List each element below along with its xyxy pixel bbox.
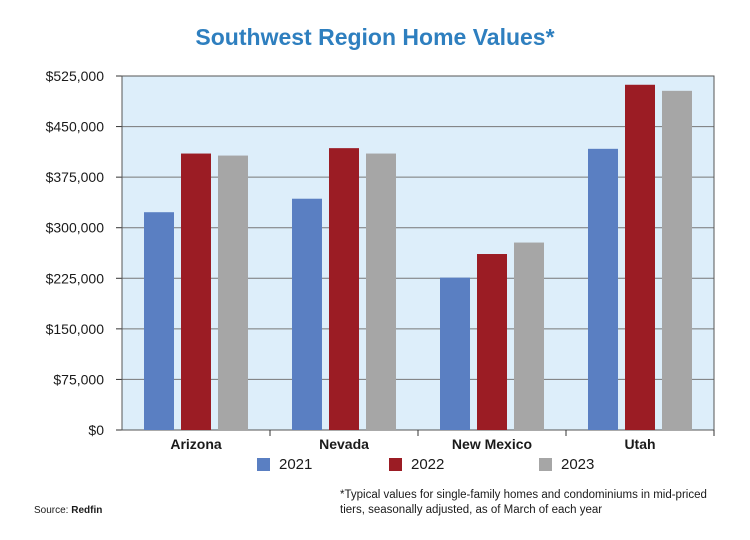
legend: 2021 2022 2023 [0, 456, 750, 480]
legend-item-2023: 2023 [539, 456, 594, 473]
bar-arizona-2021 [144, 212, 174, 430]
x-tick-label: Utah [624, 436, 655, 452]
source-label: Source: [34, 505, 69, 516]
legend-swatch [257, 458, 270, 471]
y-tick-label: $450,000 [46, 119, 105, 135]
bar-nevada-2023 [366, 153, 396, 431]
bar-nevada-2022 [329, 148, 359, 431]
legend-item-2022: 2022 [389, 456, 444, 473]
bar-arizona-2023 [218, 155, 248, 430]
y-tick-label: $0 [88, 422, 104, 438]
chart-title: Southwest Region Home Values* [195, 24, 555, 50]
bar-utah-2022 [625, 84, 655, 430]
y-tick-label: $150,000 [46, 321, 105, 337]
y-tick-label: $75,000 [53, 371, 104, 387]
bar-new-mexico-2021 [440, 277, 470, 430]
bar-arizona-2022 [181, 153, 211, 431]
legend-label: 2021 [279, 456, 313, 473]
legend-swatch [389, 458, 402, 471]
legend-label: 2022 [411, 456, 445, 473]
legend-label: 2023 [561, 456, 595, 473]
y-tick-label: $525,000 [46, 68, 105, 84]
source-note: Source: Redfin [34, 505, 102, 516]
x-tick-label: New Mexico [452, 436, 532, 452]
x-tick-label: Nevada [319, 436, 369, 452]
y-tick-label: $300,000 [46, 220, 105, 236]
legend-swatch [539, 458, 552, 471]
bar-new-mexico-2022 [477, 254, 507, 430]
legend-item-2021: 2021 [257, 456, 312, 473]
bar-nevada-2021 [292, 198, 322, 430]
x-tick-label: Arizona [170, 436, 222, 452]
bar-utah-2021 [588, 148, 618, 430]
source-value: Redfin [71, 505, 103, 516]
y-tick-label: $375,000 [46, 169, 105, 185]
y-tick-label: $225,000 [46, 270, 105, 286]
bar-utah-2023 [662, 90, 692, 430]
footnote: *Typical values for single-family homes … [340, 489, 707, 516]
bar-new-mexico-2023 [514, 242, 544, 430]
